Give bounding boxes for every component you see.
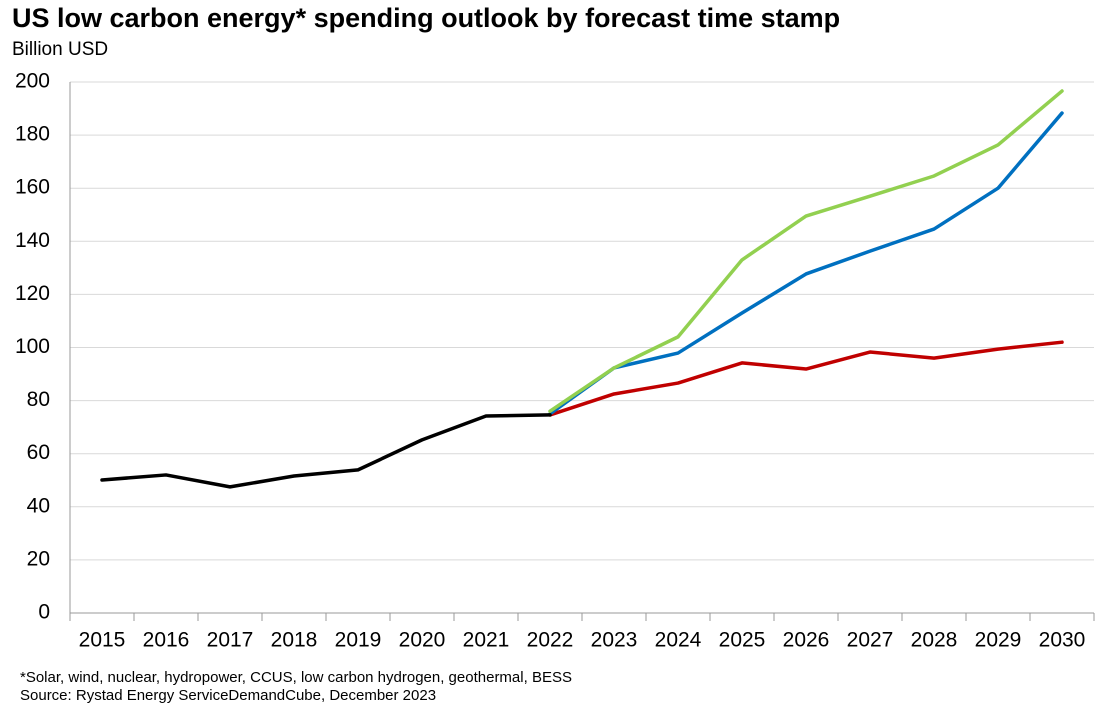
series-line <box>100 413 552 489</box>
series-line <box>548 111 1064 416</box>
x-tick-label: 2018 <box>271 629 318 652</box>
x-tick-label: 2020 <box>399 629 446 652</box>
x-tick-label: 2015 <box>79 629 126 652</box>
series-line <box>548 340 1064 417</box>
y-tick-label: 20 <box>27 547 50 570</box>
x-tick-label: 2030 <box>1039 629 1086 652</box>
y-tick-label: 100 <box>15 335 50 358</box>
source-note: Source: Rystad Energy ServiceDemandCube,… <box>20 687 436 704</box>
chart-subtitle: Billion USD <box>12 39 108 60</box>
footnote: *Solar, wind, nuclear, hydropower, CCUS,… <box>20 669 572 686</box>
series-line <box>548 89 1064 413</box>
x-tick-label: 2019 <box>335 629 382 652</box>
y-tick-label: 120 <box>15 282 50 305</box>
y-tick-label: 200 <box>15 70 50 93</box>
y-tick-label: 40 <box>27 494 50 517</box>
y-tick-label: 0 <box>38 601 50 624</box>
y-tick-label: 180 <box>15 123 50 146</box>
chart-title: US low carbon energy* spending outlook b… <box>12 3 840 33</box>
x-tick-label: 2022 <box>527 629 574 652</box>
x-tick-label: 2027 <box>847 629 894 652</box>
x-tick-label: 2025 <box>719 629 766 652</box>
y-tick-label: 60 <box>27 441 50 464</box>
x-tick-label: 2024 <box>655 629 702 652</box>
x-tick-label: 2021 <box>463 629 510 652</box>
y-tick-label: 160 <box>15 176 50 199</box>
x-tick-label: 2016 <box>143 629 190 652</box>
y-tick-label: 140 <box>15 229 50 252</box>
x-tick-label: 2017 <box>207 629 254 652</box>
x-tick-label: 2028 <box>911 629 958 652</box>
x-tick-label: 2023 <box>591 629 638 652</box>
x-tick-label: 2029 <box>975 629 1022 652</box>
y-tick-label: 80 <box>27 388 50 411</box>
x-tick-label: 2026 <box>783 629 830 652</box>
